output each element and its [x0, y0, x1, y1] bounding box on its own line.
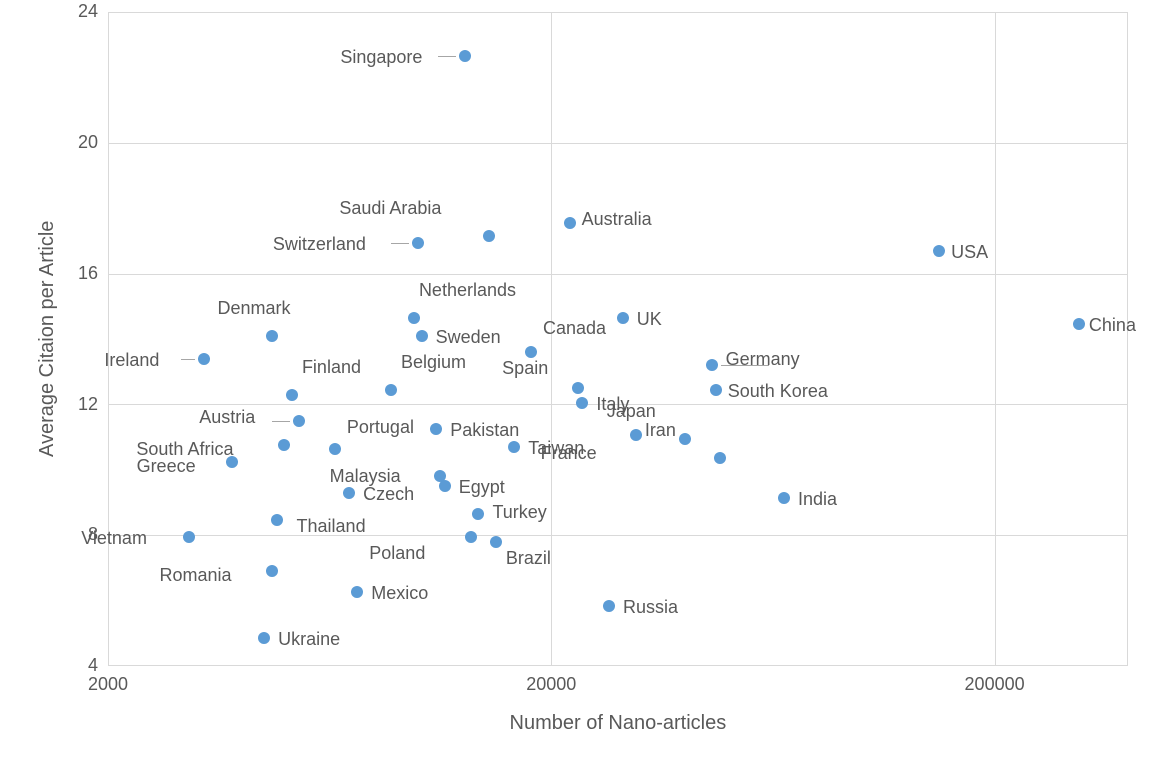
gridline-y [108, 143, 1128, 144]
data-point [343, 487, 355, 499]
data-point-label: Taiwan [528, 438, 584, 459]
data-point [576, 397, 588, 409]
x-tick-label: 20000 [526, 674, 576, 695]
data-point-label: Austria [199, 407, 255, 428]
data-point [226, 456, 238, 468]
data-point-label: Spain [502, 358, 548, 379]
leader-line [272, 421, 290, 422]
y-tick-label: 20 [78, 132, 98, 153]
data-point-label: Italy [596, 394, 629, 415]
data-point [183, 531, 195, 543]
data-point-label: Mexico [371, 583, 428, 604]
data-point-label: Czech [363, 484, 414, 505]
data-point-label: Russia [623, 597, 678, 618]
data-point-label: Ireland [104, 350, 159, 371]
gridline-y [108, 274, 1128, 275]
data-point [933, 245, 945, 257]
data-point [572, 382, 584, 394]
data-point-label: Singapore [340, 47, 422, 68]
data-point-label: Egypt [459, 477, 505, 498]
data-point-label: Canada [543, 318, 606, 339]
data-point [1073, 318, 1085, 330]
data-point [416, 330, 428, 342]
data-point [714, 452, 726, 464]
data-point-label: Iran [645, 420, 676, 441]
data-point-label: Brazil [506, 548, 551, 569]
scatter-chart: 4812162024200020000200000Number of Nano-… [0, 0, 1149, 762]
data-point [271, 514, 283, 526]
data-point-label: Turkey [492, 502, 546, 523]
data-point-label: Pakistan [450, 420, 519, 441]
data-point-label: Greece [137, 456, 196, 477]
gridline-x [995, 12, 996, 666]
data-point [198, 353, 210, 365]
data-point-label: Netherlands [419, 280, 516, 301]
data-point-label: UK [637, 309, 662, 330]
data-point [564, 217, 576, 229]
y-axis-title: Average Citaion per Article [36, 221, 59, 457]
data-point-label: India [798, 489, 837, 510]
leader-line [721, 365, 769, 366]
data-point [710, 384, 722, 396]
data-point [630, 429, 642, 441]
data-point [472, 508, 484, 520]
data-point [490, 536, 502, 548]
data-point [258, 632, 270, 644]
data-point [278, 439, 290, 451]
data-point-label: Thailand [297, 516, 366, 537]
data-point-label: Vietnam [81, 528, 147, 549]
data-point [266, 565, 278, 577]
data-point [430, 423, 442, 435]
data-point-label: Sweden [436, 327, 501, 348]
x-tick-label: 200000 [965, 674, 1025, 695]
data-point [266, 330, 278, 342]
data-point-label: Poland [369, 543, 425, 564]
data-point [408, 312, 420, 324]
data-point-label: China [1089, 315, 1136, 336]
data-point [459, 50, 471, 62]
data-point [483, 230, 495, 242]
y-tick-label: 12 [78, 394, 98, 415]
data-point [603, 600, 615, 612]
leader-line [181, 359, 195, 360]
data-point [465, 531, 477, 543]
data-point [778, 492, 790, 504]
data-point-label: Germany [726, 349, 800, 370]
data-point-label: Saudi Arabia [339, 198, 441, 219]
data-point [434, 470, 446, 482]
data-point-label: USA [951, 242, 988, 263]
data-point [329, 443, 341, 455]
data-point [617, 312, 629, 324]
leader-line [438, 56, 456, 57]
y-tick-label: 24 [78, 1, 98, 22]
x-axis-title: Number of Nano-articles [510, 712, 727, 735]
data-point [385, 384, 397, 396]
gridline-y [108, 535, 1128, 536]
data-point-label: Switzerland [273, 234, 366, 255]
y-tick-label: 16 [78, 263, 98, 284]
data-point-label: South Korea [728, 381, 828, 402]
data-point-label: Romania [159, 565, 231, 586]
x-tick-label: 2000 [88, 674, 128, 695]
data-point [286, 389, 298, 401]
data-point [679, 433, 691, 445]
data-point-label: Denmark [217, 298, 290, 319]
data-point [351, 586, 363, 598]
data-point [412, 237, 424, 249]
leader-line [391, 243, 409, 244]
data-point-label: Finland [302, 357, 361, 378]
data-point-label: Australia [582, 209, 652, 230]
data-point [706, 359, 718, 371]
data-point-label: Portugal [347, 417, 414, 438]
data-point [525, 346, 537, 358]
data-point [293, 415, 305, 427]
data-point-label: Ukraine [278, 629, 340, 650]
plot-area [108, 12, 1128, 666]
data-point [508, 441, 520, 453]
data-point-label: Belgium [401, 352, 466, 373]
